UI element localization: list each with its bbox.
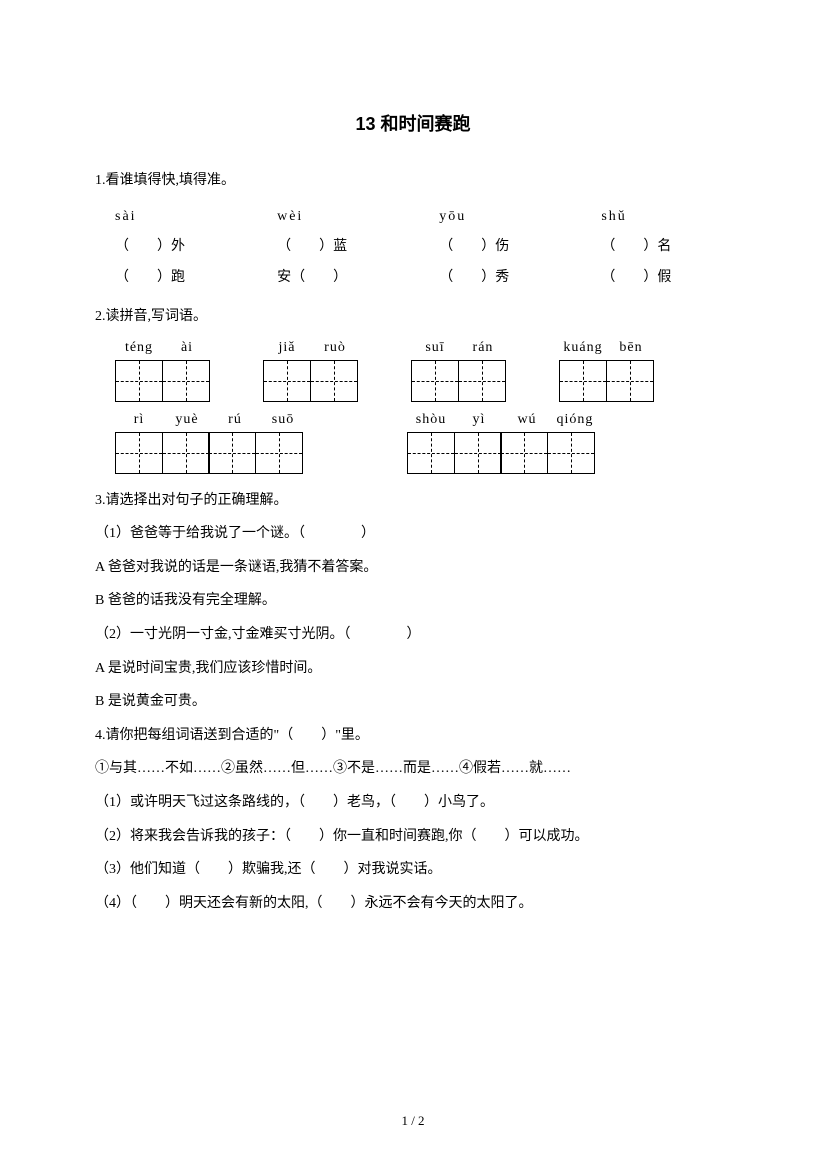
q1-c0-r2: （ ）跑 [115, 263, 277, 294]
q2-p-2-0: suī [411, 340, 459, 356]
q3-item-3: （2）一寸光阴一寸金,寸金难买寸光阴。（ ） [95, 618, 731, 652]
char-box [500, 432, 548, 474]
q1-c2-r2: （ ）秀 [439, 263, 601, 294]
q2-p-4-0: rì [115, 412, 163, 428]
char-box [606, 360, 654, 402]
q2-p-3-1: bēn [607, 340, 655, 356]
q1-c2-r1: （ ）伤 [439, 232, 601, 263]
q1-prompt: 1.看谁填得快,填得准。 [95, 164, 731, 198]
char-box [208, 432, 256, 474]
char-box [162, 432, 210, 474]
char-box [407, 432, 455, 474]
q2-p-0-1: ài [163, 340, 211, 356]
q2-p-4-1: yuè [163, 412, 211, 428]
q2-group-2: suīrán [411, 340, 507, 402]
char-box [115, 360, 163, 402]
q2-row-1: téngài jiǎruò suīrán kuángbēn [95, 340, 731, 402]
q1-c1-r2: 安（ ） [277, 263, 439, 294]
char-box [454, 432, 502, 474]
q1-pinyin-0: sài [115, 202, 277, 233]
char-box [263, 360, 311, 402]
q3-item-4: A 是说时间宝贵,我们应该珍惜时间。 [95, 652, 731, 686]
char-box [255, 432, 303, 474]
char-box [162, 360, 210, 402]
q2-group-1: jiǎruò [263, 340, 359, 402]
q1-c3-r2: （ ）假 [601, 263, 731, 294]
q2-p-1-1: ruò [311, 340, 359, 356]
q1-pinyin-3: shǔ [601, 202, 731, 233]
q4-item-2: （3）他们知道（ ）欺骗我,还（ ）对我说实话。 [95, 853, 731, 887]
char-box [458, 360, 506, 402]
q2-row-2: rì yuè rú suō shòu yì wú qióng [95, 412, 731, 474]
q2-p-4-2: rú [211, 412, 259, 428]
q1-blank-row-2: （ ）跑 安（ ） （ ）秀 （ ）假 [95, 263, 731, 294]
q1-pinyin-1: wèi [277, 202, 439, 233]
q4-prompt: 4.请你把每组词语送到合适的"（ ）"里。 [95, 719, 731, 753]
title: 13 和时间赛跑 [95, 110, 731, 136]
q2-group-0: téngài [115, 340, 211, 402]
q2-p-1-0: jiǎ [263, 340, 311, 356]
q2-p-5-1: yì [455, 412, 503, 428]
char-box [411, 360, 459, 402]
q2-p-2-1: rán [459, 340, 507, 356]
q2-p-0-0: téng [115, 340, 163, 356]
q4-item-3: （4）（ ）明天还会有新的太阳,（ ）永远不会有今天的太阳了。 [95, 887, 731, 921]
char-box [115, 432, 163, 474]
q2-prompt: 2.读拼音,写词语。 [95, 300, 731, 334]
q1-blank-row-1: （ ）外 （ ）蓝 （ ）伤 （ ）名 [95, 232, 731, 263]
q1-c1-r1: （ ）蓝 [277, 232, 439, 263]
q1-c0-r1: （ ）外 [115, 232, 277, 263]
q2-p-4-3: suō [259, 412, 307, 428]
q2-group-5: shòu yì wú qióng [407, 412, 599, 474]
q1-pinyin-row: sài wèi yōu shǔ [95, 202, 731, 233]
q2-p-3-0: kuáng [559, 340, 607, 356]
q1-c3-r1: （ ）名 [601, 232, 731, 263]
q3-prompt: 3.请选择出对句子的正确理解。 [95, 484, 731, 518]
q2-p-5-3: qióng [551, 412, 599, 428]
char-box [559, 360, 607, 402]
q4-item-0: （1）或许明天飞过这条路线的，（ ）老鸟，（ ）小鸟了。 [95, 786, 731, 820]
char-box [310, 360, 358, 402]
q1-pinyin-2: yōu [439, 202, 601, 233]
char-box [547, 432, 595, 474]
q3-item-2: B 爸爸的话我没有完全理解。 [95, 584, 731, 618]
q2-group-3: kuángbēn [559, 340, 655, 402]
q3-item-0: （1）爸爸等于给我说了一个谜。（ ） [95, 517, 731, 551]
q2-p-5-2: wú [503, 412, 551, 428]
q3-item-5: B 是说黄金可贵。 [95, 685, 731, 719]
q2-p-5-0: shòu [407, 412, 455, 428]
q2-group-4: rì yuè rú suō [115, 412, 307, 474]
page-number: 1 / 2 [0, 1113, 826, 1129]
q3-item-1: A 爸爸对我说的话是一条谜语,我猜不着答案。 [95, 551, 731, 585]
q4-options: ①与其……不如……②虽然……但……③不是……而是……④假若……就…… [95, 752, 731, 786]
q4-item-1: （2）将来我会告诉我的孩子：（ ）你一直和时间赛跑,你（ ）可以成功。 [95, 820, 731, 854]
